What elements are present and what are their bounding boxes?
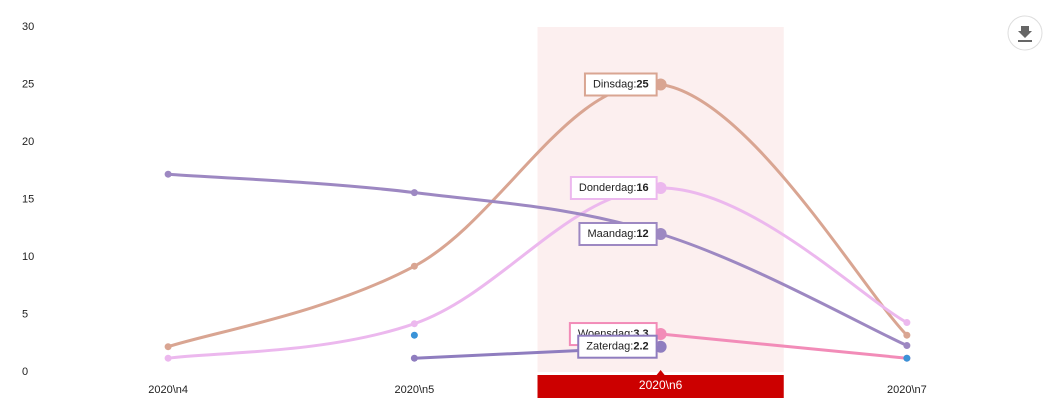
x-tick-label: 2020\n6 [639, 378, 683, 392]
data-point [164, 354, 172, 362]
y-tick-label: 15 [22, 193, 34, 205]
tooltip: Donderdag:16 [569, 176, 658, 200]
data-point [164, 170, 172, 178]
x-tick-label: 2020\n4 [148, 384, 188, 396]
tooltip-name: Zaterdag [586, 341, 630, 353]
axis-pointer-arrow [656, 370, 665, 375]
tooltip-box [583, 72, 658, 97]
tooltip-box [577, 334, 658, 359]
data-point [410, 354, 418, 362]
series-line [168, 172, 908, 347]
data-point [903, 331, 911, 339]
download-button[interactable] [1007, 15, 1043, 51]
data-point [903, 354, 911, 362]
tooltip-box [569, 176, 658, 200]
download-icon[interactable] [1018, 26, 1032, 42]
data-point [903, 342, 911, 350]
tooltip-name: Dinsdag [593, 78, 633, 90]
y-tick-label: 20 [22, 136, 34, 148]
tooltip-separator: : [633, 78, 636, 90]
data-point [410, 189, 418, 197]
tooltip: Zaterdag:2.2 [577, 334, 658, 359]
series-line [660, 332, 908, 360]
data-point [410, 331, 418, 339]
tooltip: Maandag:12 [578, 222, 658, 246]
tooltip-separator: : [633, 182, 636, 194]
tooltip-text: Zaterdag:2.2 [586, 341, 648, 353]
series-line [167, 82, 908, 349]
y-tick-label: 10 [22, 251, 34, 263]
tooltip-text: Dinsdag:25 [593, 78, 649, 90]
data-point [903, 319, 911, 327]
y-tick-label: 5 [22, 308, 28, 320]
y-tick-label: 0 [22, 366, 28, 378]
tooltip: Dinsdag:25 [583, 72, 658, 97]
tooltip-separator: : [630, 328, 633, 340]
x-tick-label: 2020\n5 [394, 384, 434, 396]
x-tick-label: 2020\n7 [887, 384, 927, 396]
series-line [167, 186, 908, 360]
tooltip-value: 16 [636, 182, 648, 194]
data-point [410, 262, 418, 270]
data-point [164, 343, 172, 351]
tooltip-text: Maandag:12 [587, 228, 648, 240]
tooltip-separator: : [633, 228, 636, 240]
y-tick-label: 25 [22, 78, 34, 90]
tooltip-box [578, 222, 658, 246]
data-point [410, 320, 418, 328]
tooltip-text: Donderdag:16 [579, 182, 649, 194]
y-tick-label: 30 [22, 21, 34, 33]
tooltip-value: 12 [636, 228, 648, 240]
tooltip-name: Donderdag [579, 182, 633, 194]
axis-pointer-label-bg [537, 375, 784, 398]
tooltip-name: Maandag [587, 228, 633, 240]
tooltip-value: 2.2 [633, 341, 648, 353]
tooltip-value: 25 [636, 78, 648, 90]
tooltip-separator: : [630, 341, 633, 353]
